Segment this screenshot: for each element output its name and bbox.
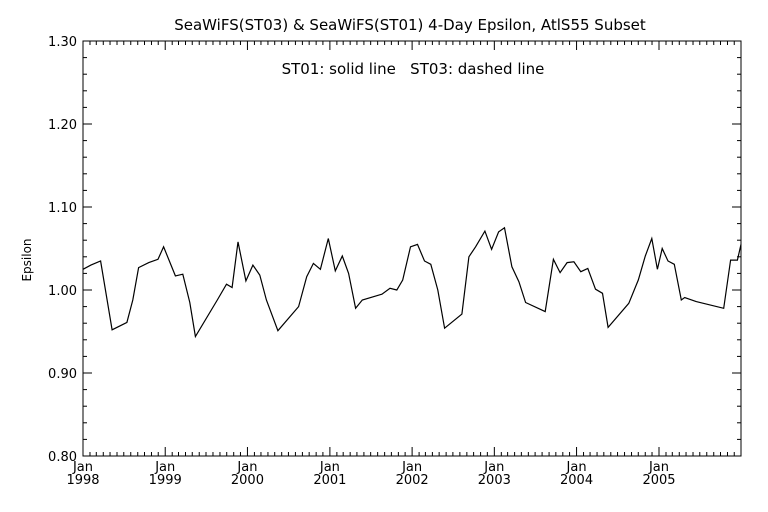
series-line-solid: [82, 226, 742, 339]
x-tick-month-label: Jan: [401, 460, 422, 475]
x-tick-year-label: 2004: [560, 473, 593, 488]
x-tick-year-label: 1999: [149, 473, 182, 488]
legend-annotation: ST01: solid line ST03: dashed line: [282, 60, 545, 78]
x-axis: Jan1998Jan1999Jan2000Jan2001Jan2002Jan20…: [66, 41, 735, 488]
y-axis: 0.80 0.90 1.00 1.10 1.20 1.30: [48, 35, 741, 465]
y-tick-label: 1.30: [48, 35, 77, 50]
x-tick-month-label: Jan: [648, 460, 669, 475]
x-tick-month-label: Jan: [319, 460, 340, 475]
y-tick-label: 0.90: [48, 367, 77, 382]
y-tick-label: 1.10: [48, 201, 77, 216]
y-tick-label: 0.80: [48, 450, 77, 465]
x-tick-year-label: 2003: [478, 473, 511, 488]
chart-title: SeaWiFS(ST03) & SeaWiFS(ST01) 4-Day Epsi…: [174, 16, 646, 34]
x-tick-year-label: 2000: [231, 473, 264, 488]
x-tick-month-label: Jan: [483, 460, 504, 475]
x-tick-year-label: 2005: [642, 473, 675, 488]
x-tick-month-label: Jan: [566, 460, 587, 475]
x-tick-month-label: Jan: [72, 460, 93, 475]
x-tick-year-label: 2002: [396, 473, 429, 488]
y-axis-label: Epsilon: [20, 238, 34, 281]
plot-frame: [82, 40, 742, 457]
x-tick-year-label: 1998: [66, 473, 99, 488]
x-tick-month-label: Jan: [236, 460, 257, 475]
series-group: [82, 226, 742, 339]
y-tick-label: 1.20: [48, 118, 77, 133]
y-tick-label: 1.00: [48, 284, 77, 299]
x-tick-month-label: Jan: [154, 460, 175, 475]
x-tick-year-label: 2001: [313, 473, 346, 488]
